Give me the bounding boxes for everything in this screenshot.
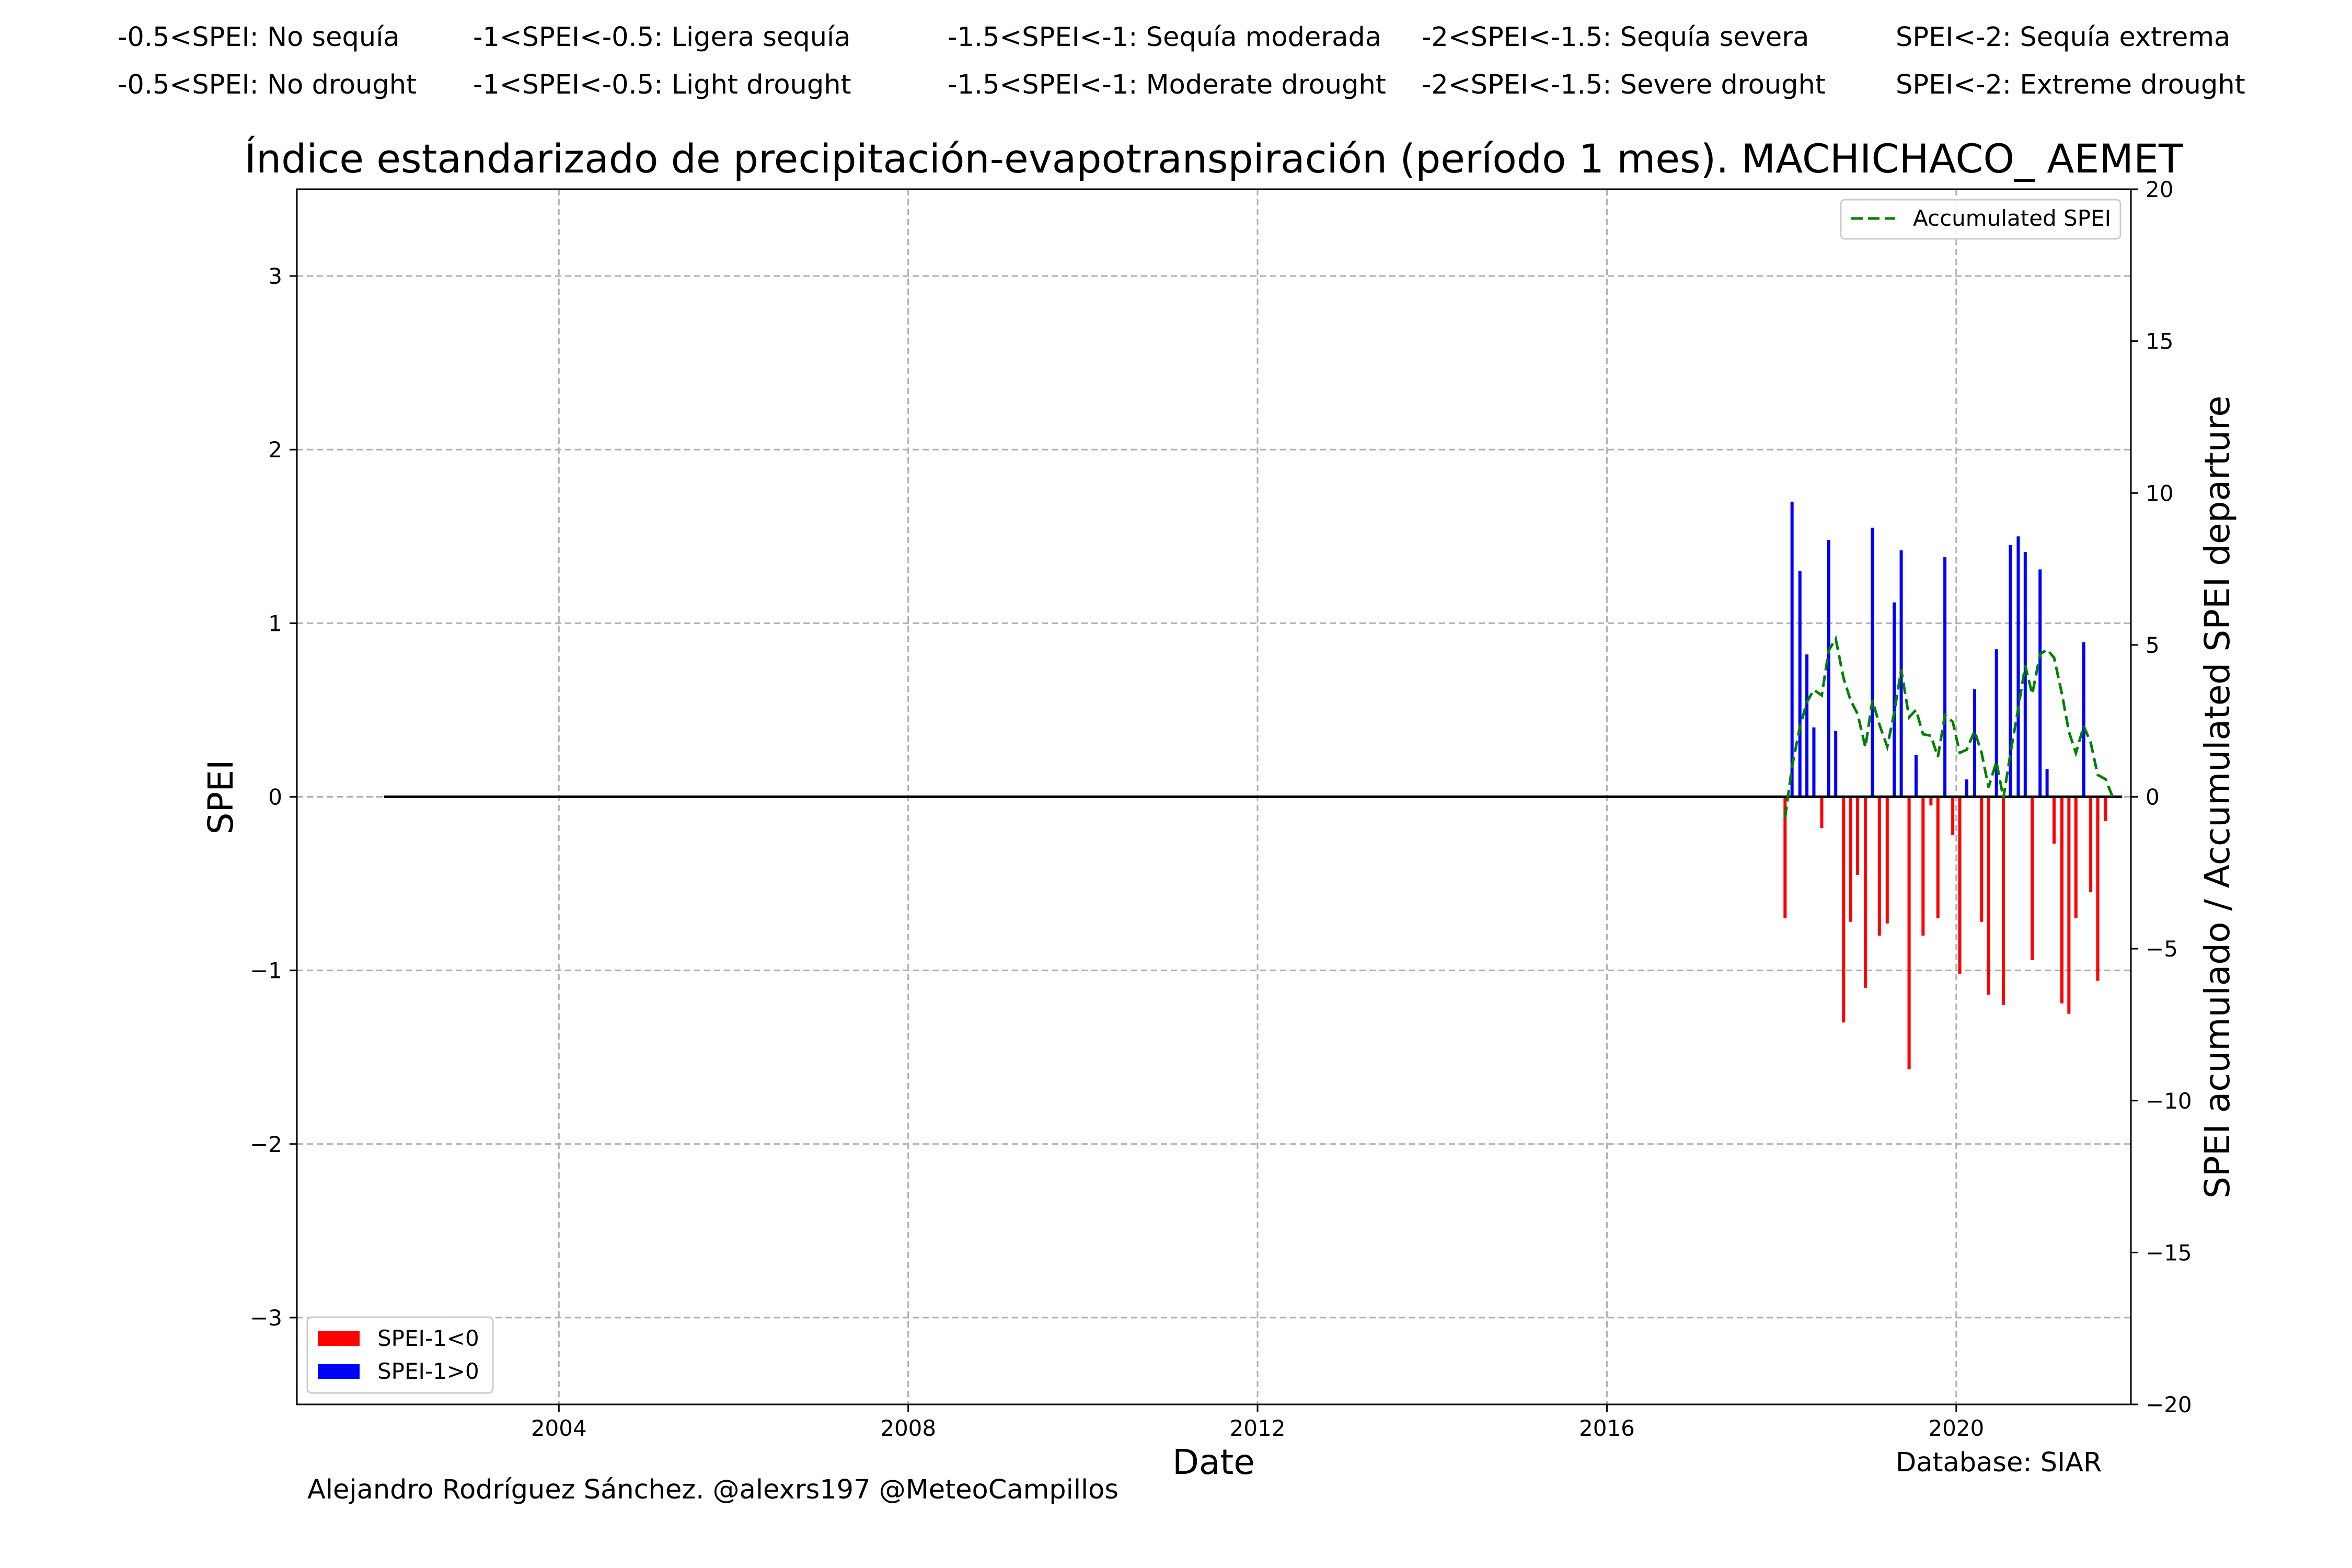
y-tick-label: 1 bbox=[268, 610, 282, 636]
y-tick-label: −1 bbox=[250, 958, 282, 984]
y2-tick-label: −5 bbox=[2146, 936, 2178, 962]
spei-bar bbox=[1798, 571, 1802, 797]
y-tick-label: 0 bbox=[268, 785, 282, 810]
spei-bar bbox=[2009, 545, 2012, 797]
line-legend: Accumulated SPEI bbox=[1840, 199, 2122, 240]
legend-header-es-5: SPEI<-2: Sequía extrema bbox=[1896, 22, 2231, 53]
spei-bar bbox=[1820, 797, 1824, 828]
spei-bar bbox=[1987, 797, 1990, 995]
spei-bar bbox=[2031, 797, 2034, 960]
bar-legend: SPEI-1<0 SPEI-1>0 bbox=[306, 1316, 494, 1394]
x-tick-label: 2008 bbox=[880, 1415, 936, 1441]
legend-header-en-3: -1.5<SPEI<-1: Moderate drought bbox=[948, 70, 1386, 100]
spei-bar bbox=[1893, 602, 1896, 797]
legend-header-es-3: -1.5<SPEI<-1: Sequía moderada bbox=[948, 22, 1382, 53]
chart-title: Índice estandarizado de precipitación-ev… bbox=[245, 135, 2183, 182]
y2-axis-label: SPEI acumulado / Accumulated SPEI depart… bbox=[2197, 396, 2238, 1198]
spei-bar bbox=[1885, 797, 1889, 924]
spei-bar bbox=[1855, 797, 1859, 875]
legend-label-negative: SPEI-1<0 bbox=[377, 1325, 479, 1351]
database-credit: Database: SIAR bbox=[1896, 1447, 2102, 1478]
spei-bar bbox=[1864, 797, 1867, 988]
spei-bar bbox=[1877, 797, 1881, 936]
spei-bar bbox=[2045, 769, 2049, 797]
legend-header-en-4: -2<SPEI<-1.5: Severe drought bbox=[1422, 70, 1826, 100]
legend-label-positive: SPEI-1>0 bbox=[377, 1358, 479, 1384]
y-axis-label: SPEI bbox=[201, 760, 241, 835]
spei-bar bbox=[2089, 797, 2093, 893]
y2-tick-label: 20 bbox=[2146, 177, 2173, 202]
legend-header-en-2: -1<SPEI<-0.5: Light drought bbox=[473, 70, 851, 100]
bottom-axis-ticks: 2004 2008 2012 2016 2020 bbox=[531, 1404, 1984, 1441]
spei-bar bbox=[1951, 797, 1955, 835]
x-tick-label: 2004 bbox=[531, 1415, 587, 1441]
author-credit: Alejandro Rodríguez Sánchez. @alexrs197 … bbox=[307, 1474, 1119, 1505]
legend-header-es-1: -0.5<SPEI: No sequía bbox=[118, 22, 400, 53]
right-axis-ticks: −20 −15 −10 −5 0 5 10 15 20 bbox=[2131, 177, 2192, 1417]
y-tick-label: −2 bbox=[250, 1132, 282, 1157]
legend-header-en-1: -0.5<SPEI: No drought bbox=[118, 70, 417, 100]
spei-bar bbox=[2060, 797, 2063, 1004]
spei-bar bbox=[1973, 689, 1976, 797]
y2-tick-label: 5 bbox=[2146, 632, 2160, 658]
spei-bar bbox=[1842, 797, 1846, 1023]
y2-tick-label: 10 bbox=[2146, 480, 2173, 506]
legend-swatch-positive bbox=[318, 1364, 360, 1379]
accumulated-spei-line bbox=[1783, 635, 2114, 818]
spei-bar bbox=[1790, 501, 1794, 797]
spei-bar bbox=[1783, 797, 1787, 918]
spei-bar bbox=[2067, 797, 2071, 1014]
spei-bar bbox=[1958, 797, 1962, 974]
spei-bar bbox=[1849, 797, 1852, 922]
y2-tick-label: −10 bbox=[2146, 1088, 2192, 1114]
spei-bar bbox=[1827, 539, 1830, 797]
x-tick-label: 2016 bbox=[1579, 1415, 1635, 1441]
x-axis-label: Date bbox=[1172, 1442, 1255, 1482]
spei-bar bbox=[1834, 731, 1838, 797]
spei-bar bbox=[1907, 797, 1911, 1069]
spei-bar bbox=[1914, 755, 1918, 797]
y2-tick-label: −15 bbox=[2146, 1240, 2192, 1265]
left-axis-ticks: −3 −2 −1 0 1 2 3 bbox=[250, 263, 297, 1331]
spei-bars bbox=[1783, 501, 2107, 1069]
spei-bar bbox=[2074, 797, 2078, 918]
legend-header-en-5: SPEI<-2: Extreme drought bbox=[1896, 70, 2245, 100]
spei-bar bbox=[1929, 797, 1933, 806]
spei-bar bbox=[2096, 797, 2100, 981]
x-tick-label: 2020 bbox=[1928, 1415, 1984, 1441]
spei-bar bbox=[2023, 552, 2027, 797]
spei-bar bbox=[1871, 527, 1874, 797]
legend-label-accumulated: Accumulated SPEI bbox=[1913, 205, 2111, 231]
spei-bar bbox=[1965, 779, 1968, 797]
y2-tick-label: 15 bbox=[2146, 329, 2173, 354]
spei-bar bbox=[1812, 727, 1816, 797]
spei-bar bbox=[1980, 797, 1984, 922]
spei-bar bbox=[2104, 797, 2107, 821]
y-tick-label: −3 bbox=[250, 1305, 282, 1331]
spei-bar bbox=[2002, 797, 2005, 1006]
spei-bar bbox=[1805, 654, 1809, 797]
legend-header-es-2: -1<SPEI<-0.5: Ligera sequía bbox=[473, 22, 851, 53]
spei-bar bbox=[1936, 797, 1940, 918]
y2-tick-label: 0 bbox=[2146, 785, 2160, 810]
legend-header-es-4: -2<SPEI<-1.5: Sequía severa bbox=[1422, 22, 1809, 53]
line-legend-box bbox=[1840, 199, 2122, 240]
spei-bar bbox=[1943, 557, 1947, 797]
spei-bar bbox=[2038, 569, 2042, 797]
y2-tick-label: −20 bbox=[2146, 1392, 2192, 1417]
spei-bar bbox=[2052, 797, 2056, 844]
spei-bar bbox=[1921, 797, 1925, 936]
spei-bar bbox=[1994, 649, 1998, 797]
x-tick-label: 2012 bbox=[1230, 1415, 1286, 1441]
spei-bar bbox=[2082, 642, 2085, 797]
legend-swatch-negative bbox=[318, 1331, 360, 1346]
spei-bar bbox=[2016, 536, 2020, 797]
y-tick-label: 3 bbox=[268, 263, 282, 289]
y-tick-label: 2 bbox=[268, 437, 282, 463]
